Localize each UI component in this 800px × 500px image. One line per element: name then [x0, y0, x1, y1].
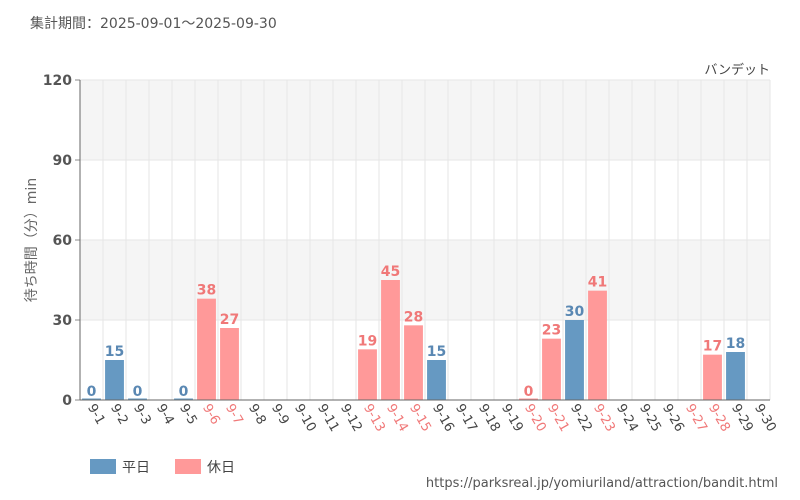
x-tick-label-9-18: 9-18 [475, 402, 503, 435]
x-tick-label-9-25: 9-25 [636, 402, 664, 435]
bar-9-6 [197, 298, 216, 400]
legend: 平日 休日 [90, 459, 235, 476]
x-tick-label-9-11: 9-11 [314, 402, 342, 435]
bar-9-3 [128, 398, 147, 400]
value-label-9-23: 41 [588, 275, 607, 291]
x-tick-label-9-16: 9-16 [429, 402, 457, 435]
attraction-name: バンデット [704, 62, 770, 78]
x-tick-label-9-27: 9-27 [682, 402, 710, 435]
x-tick-label-9-12: 9-12 [337, 402, 365, 435]
x-tick-label-9-3: 9-3 [130, 402, 154, 428]
value-label-9-5: 0 [179, 384, 189, 400]
value-label-9-3: 0 [133, 384, 143, 400]
y-tick-label: 30 [53, 313, 73, 329]
bar-9-20 [519, 398, 538, 400]
x-tick-label-9-13: 9-13 [360, 402, 388, 435]
legend-weekday-label: 平日 [122, 460, 150, 476]
value-label-9-15: 28 [404, 309, 423, 325]
value-label-9-16: 15 [427, 344, 446, 360]
x-tick-label-9-29: 9-29 [728, 402, 756, 435]
x-tick-label-9-19: 9-19 [498, 402, 526, 435]
value-label-9-22: 30 [565, 304, 585, 320]
axes [79, 80, 770, 401]
x-tick-label-9-17: 9-17 [452, 402, 480, 435]
value-label-9-6: 38 [197, 283, 216, 299]
x-tick-label-9-26: 9-26 [659, 402, 687, 435]
value-label-9-7: 27 [220, 312, 239, 328]
bar-9-15 [404, 325, 423, 400]
legend-weekday-swatch [90, 459, 116, 474]
legend-holiday-label: 休日 [207, 460, 235, 476]
bars [82, 280, 745, 400]
x-tick-label-9-10: 9-10 [291, 402, 319, 435]
x-tick-label-9-23: 9-23 [590, 402, 618, 435]
x-tick-label-9-2: 9-2 [107, 402, 131, 428]
x-tick-label-9-24: 9-24 [613, 402, 641, 435]
y-tick-label: 0 [62, 393, 72, 409]
bar-9-16 [427, 360, 446, 400]
bar-9-13 [358, 349, 377, 400]
bar-9-1 [82, 398, 101, 400]
bar-9-21 [542, 338, 561, 400]
y-tick-label: 120 [43, 73, 72, 89]
x-tick-label-9-28: 9-28 [705, 402, 733, 435]
bar-9-5 [174, 398, 193, 400]
bar-9-2 [105, 360, 124, 400]
value-label-9-28: 17 [703, 339, 722, 355]
y-axis-ticks: 0 30 60 90 120 [43, 73, 80, 409]
x-tick-label-9-21: 9-21 [544, 402, 572, 435]
x-tick-label-9-22: 9-22 [567, 402, 595, 435]
x-tick-label-9-9: 9-9 [268, 402, 292, 428]
value-label-9-1: 0 [87, 384, 97, 400]
value-label-9-21: 23 [542, 323, 561, 339]
x-tick-label-9-8: 9-8 [245, 402, 269, 428]
bar-9-23 [588, 290, 607, 400]
x-tick-label-9-4: 9-4 [153, 402, 177, 428]
source-url: https://parksreal.jp/yomiuriland/attract… [426, 476, 778, 491]
x-tick-label-9-7: 9-7 [222, 402, 246, 428]
bar-9-7 [220, 328, 239, 400]
x-tick-label-9-30: 9-30 [751, 402, 779, 435]
x-tick-label-9-1: 9-1 [84, 402, 108, 428]
bar-9-14 [381, 280, 400, 400]
x-tick-label-9-14: 9-14 [383, 402, 411, 435]
bar-9-28 [703, 354, 722, 400]
bar-9-22 [565, 320, 584, 400]
legend-holiday-swatch [175, 459, 201, 474]
bar-9-29 [726, 352, 745, 400]
value-label-9-2: 15 [105, 344, 124, 360]
y-tick-label: 60 [53, 233, 73, 249]
x-tick-label-9-5: 9-5 [176, 402, 200, 428]
x-tick-label-9-6: 9-6 [199, 402, 223, 428]
x-tick-label-9-15: 9-15 [406, 402, 434, 435]
x-tick-label-9-20: 9-20 [521, 402, 549, 435]
y-tick-label: 90 [53, 153, 73, 169]
value-label-9-14: 45 [381, 264, 400, 280]
value-label-9-13: 19 [358, 333, 377, 349]
value-label-9-29: 18 [726, 336, 745, 352]
y-axis-label: 待ち時間（分）min [24, 178, 40, 302]
value-label-9-20: 0 [524, 384, 534, 400]
x-axis-ticks: 9-1 9-2 9-3 9-4 9-5 9-6 9-7 9-8 9-9 9-109-119-129… [84, 402, 779, 435]
period-label: 集計期間：2025-09-01～2025-09-30 [30, 15, 277, 32]
